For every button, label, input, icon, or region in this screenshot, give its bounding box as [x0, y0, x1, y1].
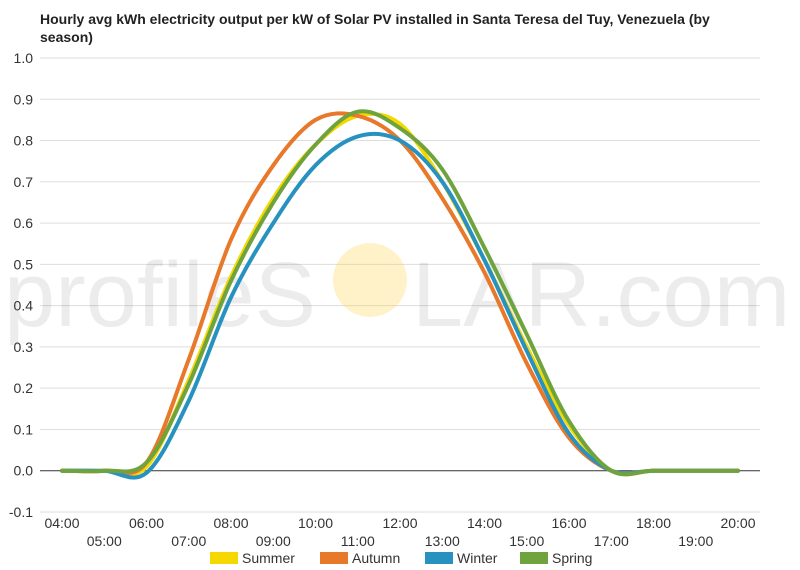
x-tick-label: 12:00: [382, 515, 417, 531]
x-tick-label: 20:00: [720, 515, 755, 531]
x-tick-label: 09:00: [256, 533, 291, 549]
y-tick-label: 0.4: [14, 298, 34, 314]
y-tick-label: 0.2: [14, 380, 34, 396]
y-tick-label: 0.3: [14, 339, 34, 355]
legend: Summer Autumn Winter Spring: [210, 550, 592, 566]
legend-swatch-winter: [425, 552, 453, 564]
watermark-text-left: profileS: [4, 244, 316, 346]
watermark-text-right: LAR.com: [412, 244, 790, 346]
x-tick-label: 07:00: [171, 533, 206, 549]
legend-label-winter: Winter: [457, 550, 498, 566]
x-tick-label: 17:00: [594, 533, 629, 549]
legend-swatch-autumn: [320, 552, 348, 564]
legend-label-autumn: Autumn: [352, 550, 400, 566]
y-tick-label: 0.9: [14, 91, 34, 107]
watermark: profileS LAR.com: [4, 243, 790, 346]
y-tick-label: 0.6: [14, 215, 34, 231]
series-line-spring: [60, 109, 740, 477]
y-tick-label: 0.8: [14, 133, 34, 149]
legend-swatch-spring: [520, 552, 548, 564]
legend-swatch-summer: [210, 552, 238, 564]
series-layer: [60, 109, 740, 480]
x-tick-label: 08:00: [213, 515, 248, 531]
y-tick-label: 0.7: [14, 174, 34, 190]
legend-label-spring: Spring: [552, 550, 592, 566]
x-tick-label: 19:00: [678, 533, 713, 549]
y-axis-ticks: -0.1 0.0 0.1 0.2 0.3 0.4 0.5 0.6 0.7 0.8 0.9 1.0: [9, 50, 33, 520]
y-tick-label: 0.1: [14, 421, 34, 437]
x-tick-label: 16:00: [551, 515, 586, 531]
x-axis-ticks: 04:00 05:00 06:00 07:00 08:00 09:00 10:00 11:00…: [44, 515, 755, 549]
x-tick-label: 10:00: [298, 515, 333, 531]
watermark-sun-icon: [333, 243, 407, 317]
x-tick-label: 06:00: [129, 515, 164, 531]
legend-label-summer: Summer: [242, 550, 295, 566]
x-tick-label: 14:00: [467, 515, 502, 531]
x-tick-label: 04:00: [44, 515, 79, 531]
x-tick-label: 15:00: [509, 533, 544, 549]
y-tick-label: 0.0: [14, 463, 34, 479]
x-tick-label: 11:00: [341, 533, 375, 549]
y-tick-label: 1.0: [14, 50, 34, 66]
chart-title: Hourly avg kWh electricity output per kW…: [40, 11, 710, 45]
x-tick-label: 18:00: [636, 515, 671, 531]
y-tick-label: 0.5: [14, 256, 34, 272]
x-tick-label: 05:00: [87, 533, 122, 549]
x-tick-label: 13:00: [425, 533, 460, 549]
y-tick-label: -0.1: [9, 504, 33, 520]
